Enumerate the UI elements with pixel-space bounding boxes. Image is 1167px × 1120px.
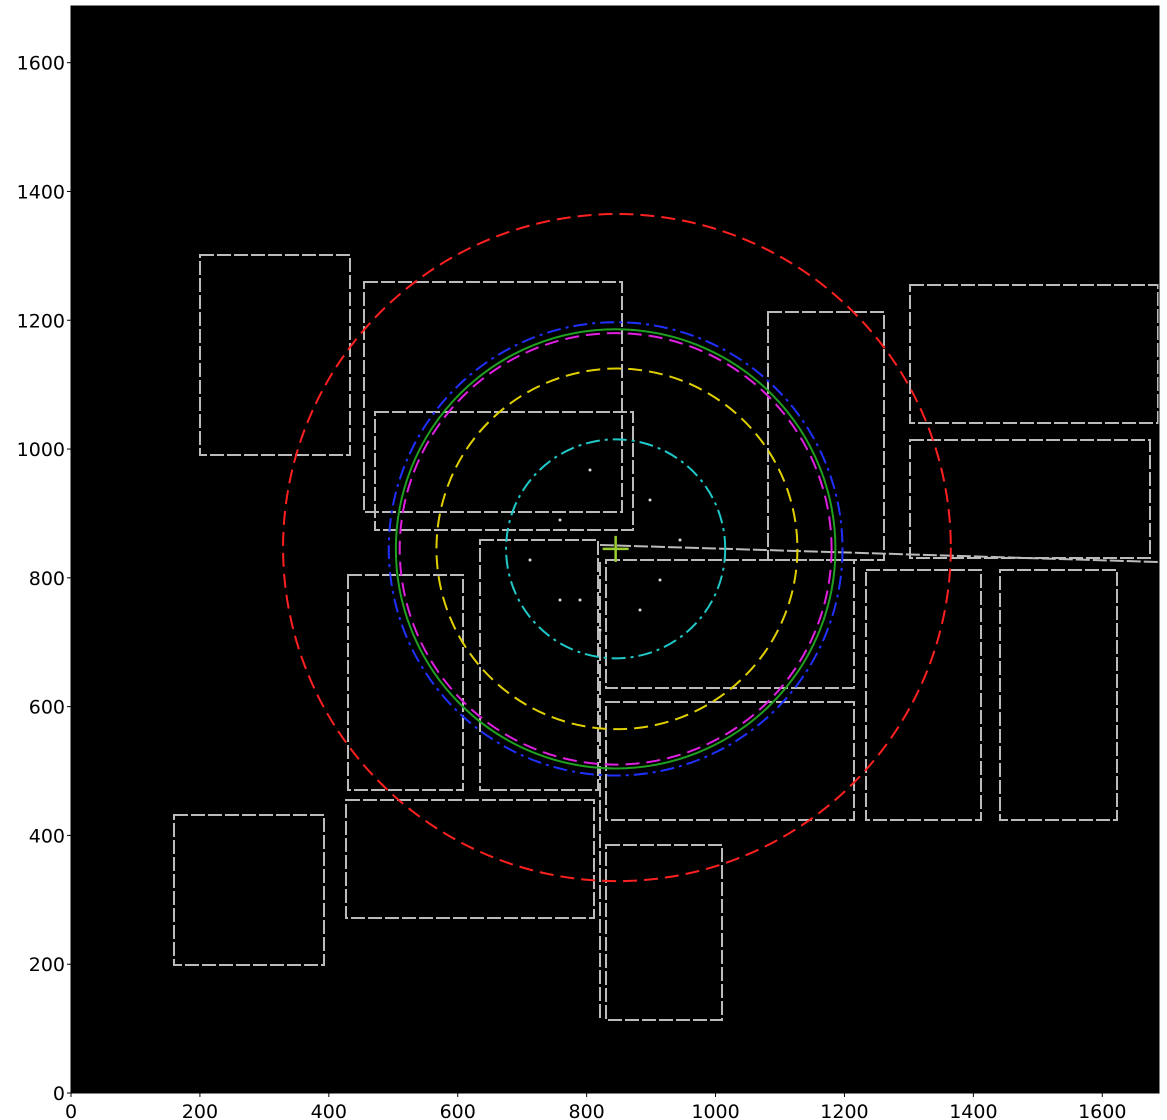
- y-tick-label: 200: [29, 954, 65, 976]
- x-tick-label: 1000: [691, 1101, 739, 1120]
- x-tick-label: 1400: [949, 1101, 997, 1120]
- x-tick-label: 0: [65, 1101, 77, 1120]
- y-tick-label: 600: [29, 697, 65, 719]
- x-tick-label: 600: [440, 1101, 476, 1120]
- y-tick-label: 400: [29, 825, 65, 847]
- y-tick-label: 800: [29, 568, 65, 590]
- y-tick-label: 1200: [17, 310, 65, 332]
- y-tick-label: 1400: [17, 181, 65, 203]
- y-tick-label: 1600: [17, 53, 65, 75]
- x-tick-label: 400: [311, 1101, 347, 1120]
- x-tick-label: 1600: [1078, 1101, 1126, 1120]
- y-tick-label: 0: [53, 1083, 65, 1105]
- x-tick-label: 800: [569, 1101, 605, 1120]
- y-tick-label: 1000: [17, 439, 65, 461]
- x-tick-label: 200: [182, 1101, 218, 1120]
- x-tick-label: 1200: [820, 1101, 868, 1120]
- chart: 0 200 400 600 800 1000 1200 1400 1600 0 200 400 600 8…: [0, 0, 1167, 1120]
